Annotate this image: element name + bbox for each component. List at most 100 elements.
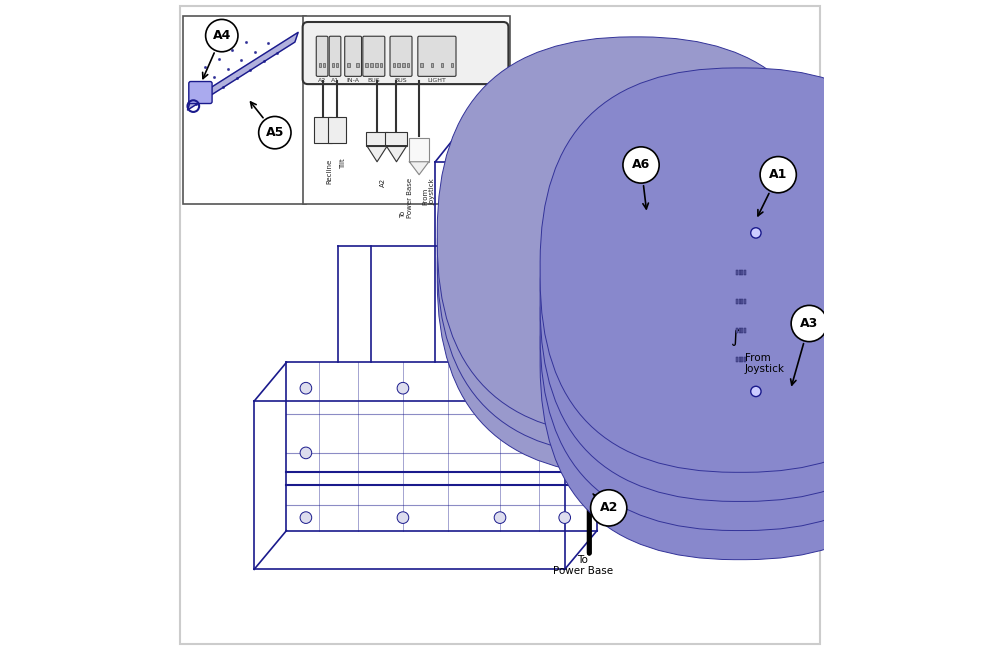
FancyBboxPatch shape bbox=[437, 37, 835, 437]
Bar bbox=[451, 63, 453, 67]
Bar bbox=[370, 63, 373, 67]
Bar bbox=[767, 281, 779, 294]
Text: A1: A1 bbox=[331, 78, 339, 83]
FancyBboxPatch shape bbox=[189, 82, 212, 104]
Text: A3: A3 bbox=[800, 317, 818, 330]
Bar bbox=[380, 63, 382, 67]
Bar bbox=[319, 63, 321, 67]
FancyBboxPatch shape bbox=[732, 245, 760, 377]
Text: LIGHT: LIGHT bbox=[427, 78, 446, 83]
FancyBboxPatch shape bbox=[782, 228, 799, 238]
FancyBboxPatch shape bbox=[437, 76, 835, 476]
FancyBboxPatch shape bbox=[570, 115, 582, 364]
Bar bbox=[767, 320, 779, 333]
Circle shape bbox=[450, 351, 473, 374]
Circle shape bbox=[791, 305, 827, 342]
FancyBboxPatch shape bbox=[550, 98, 589, 118]
Text: BUS: BUS bbox=[368, 78, 380, 83]
Bar bbox=[767, 262, 779, 275]
Bar bbox=[767, 359, 779, 372]
Text: From: From bbox=[745, 353, 770, 364]
FancyBboxPatch shape bbox=[622, 210, 672, 295]
Polygon shape bbox=[409, 162, 429, 175]
Bar bbox=[739, 299, 741, 304]
FancyBboxPatch shape bbox=[540, 126, 940, 531]
Bar bbox=[741, 270, 743, 275]
Polygon shape bbox=[386, 146, 407, 162]
Bar bbox=[365, 63, 368, 67]
Bar bbox=[736, 270, 738, 275]
Text: From
Joystick: From Joystick bbox=[422, 178, 435, 204]
Text: A6: A6 bbox=[632, 159, 650, 171]
Text: To
Power Base: To Power Base bbox=[400, 178, 413, 218]
Bar bbox=[741, 357, 743, 362]
Circle shape bbox=[751, 228, 761, 238]
Circle shape bbox=[559, 512, 571, 523]
Text: Power Base: Power Base bbox=[553, 565, 613, 576]
FancyBboxPatch shape bbox=[316, 36, 328, 76]
Circle shape bbox=[494, 382, 506, 394]
Text: ∫: ∫ bbox=[730, 328, 739, 346]
Bar bbox=[767, 378, 779, 391]
Bar bbox=[183, 16, 306, 204]
Bar bbox=[736, 328, 738, 333]
FancyBboxPatch shape bbox=[418, 36, 456, 76]
Circle shape bbox=[591, 490, 627, 526]
Bar bbox=[739, 270, 741, 275]
Polygon shape bbox=[187, 32, 298, 110]
Text: A5: A5 bbox=[266, 126, 284, 139]
Bar bbox=[323, 63, 325, 67]
Circle shape bbox=[206, 19, 238, 52]
Circle shape bbox=[494, 512, 506, 523]
FancyBboxPatch shape bbox=[540, 97, 940, 501]
Text: A4: A4 bbox=[213, 29, 231, 42]
Text: A1: A1 bbox=[769, 168, 787, 181]
Text: Tilt: Tilt bbox=[340, 159, 346, 170]
Bar bbox=[407, 63, 409, 67]
Bar bbox=[431, 63, 433, 67]
Text: To: To bbox=[577, 554, 588, 565]
Text: A2: A2 bbox=[380, 178, 386, 187]
FancyBboxPatch shape bbox=[390, 36, 412, 76]
Circle shape bbox=[751, 386, 761, 397]
Text: BUS: BUS bbox=[395, 78, 407, 83]
Circle shape bbox=[300, 512, 312, 523]
Ellipse shape bbox=[494, 232, 532, 247]
Text: A2: A2 bbox=[600, 501, 618, 514]
FancyBboxPatch shape bbox=[314, 117, 332, 143]
FancyBboxPatch shape bbox=[782, 386, 799, 397]
Text: IN-A: IN-A bbox=[347, 78, 360, 83]
FancyBboxPatch shape bbox=[437, 56, 835, 456]
Bar bbox=[375, 63, 378, 67]
Bar bbox=[744, 270, 746, 275]
Bar bbox=[741, 299, 743, 304]
Bar bbox=[767, 243, 779, 256]
Bar bbox=[741, 328, 743, 333]
Bar bbox=[767, 301, 779, 314]
Bar bbox=[393, 63, 395, 67]
Circle shape bbox=[623, 147, 659, 183]
Circle shape bbox=[559, 447, 571, 459]
FancyBboxPatch shape bbox=[329, 36, 341, 76]
Text: Recline: Recline bbox=[327, 159, 333, 184]
FancyBboxPatch shape bbox=[385, 132, 407, 146]
FancyBboxPatch shape bbox=[540, 68, 940, 472]
Bar bbox=[336, 63, 338, 67]
Bar bbox=[441, 63, 443, 67]
Bar bbox=[739, 357, 741, 362]
FancyBboxPatch shape bbox=[554, 115, 572, 364]
FancyBboxPatch shape bbox=[345, 36, 362, 76]
Circle shape bbox=[760, 157, 796, 193]
Circle shape bbox=[397, 382, 409, 394]
Circle shape bbox=[259, 116, 291, 149]
Bar bbox=[744, 328, 746, 333]
Text: A2: A2 bbox=[318, 78, 326, 83]
Circle shape bbox=[559, 382, 571, 394]
Bar bbox=[402, 63, 405, 67]
Bar bbox=[303, 16, 510, 204]
FancyBboxPatch shape bbox=[540, 155, 940, 560]
Bar bbox=[744, 299, 746, 304]
FancyBboxPatch shape bbox=[728, 217, 783, 404]
Circle shape bbox=[397, 512, 409, 523]
Bar bbox=[739, 328, 741, 333]
